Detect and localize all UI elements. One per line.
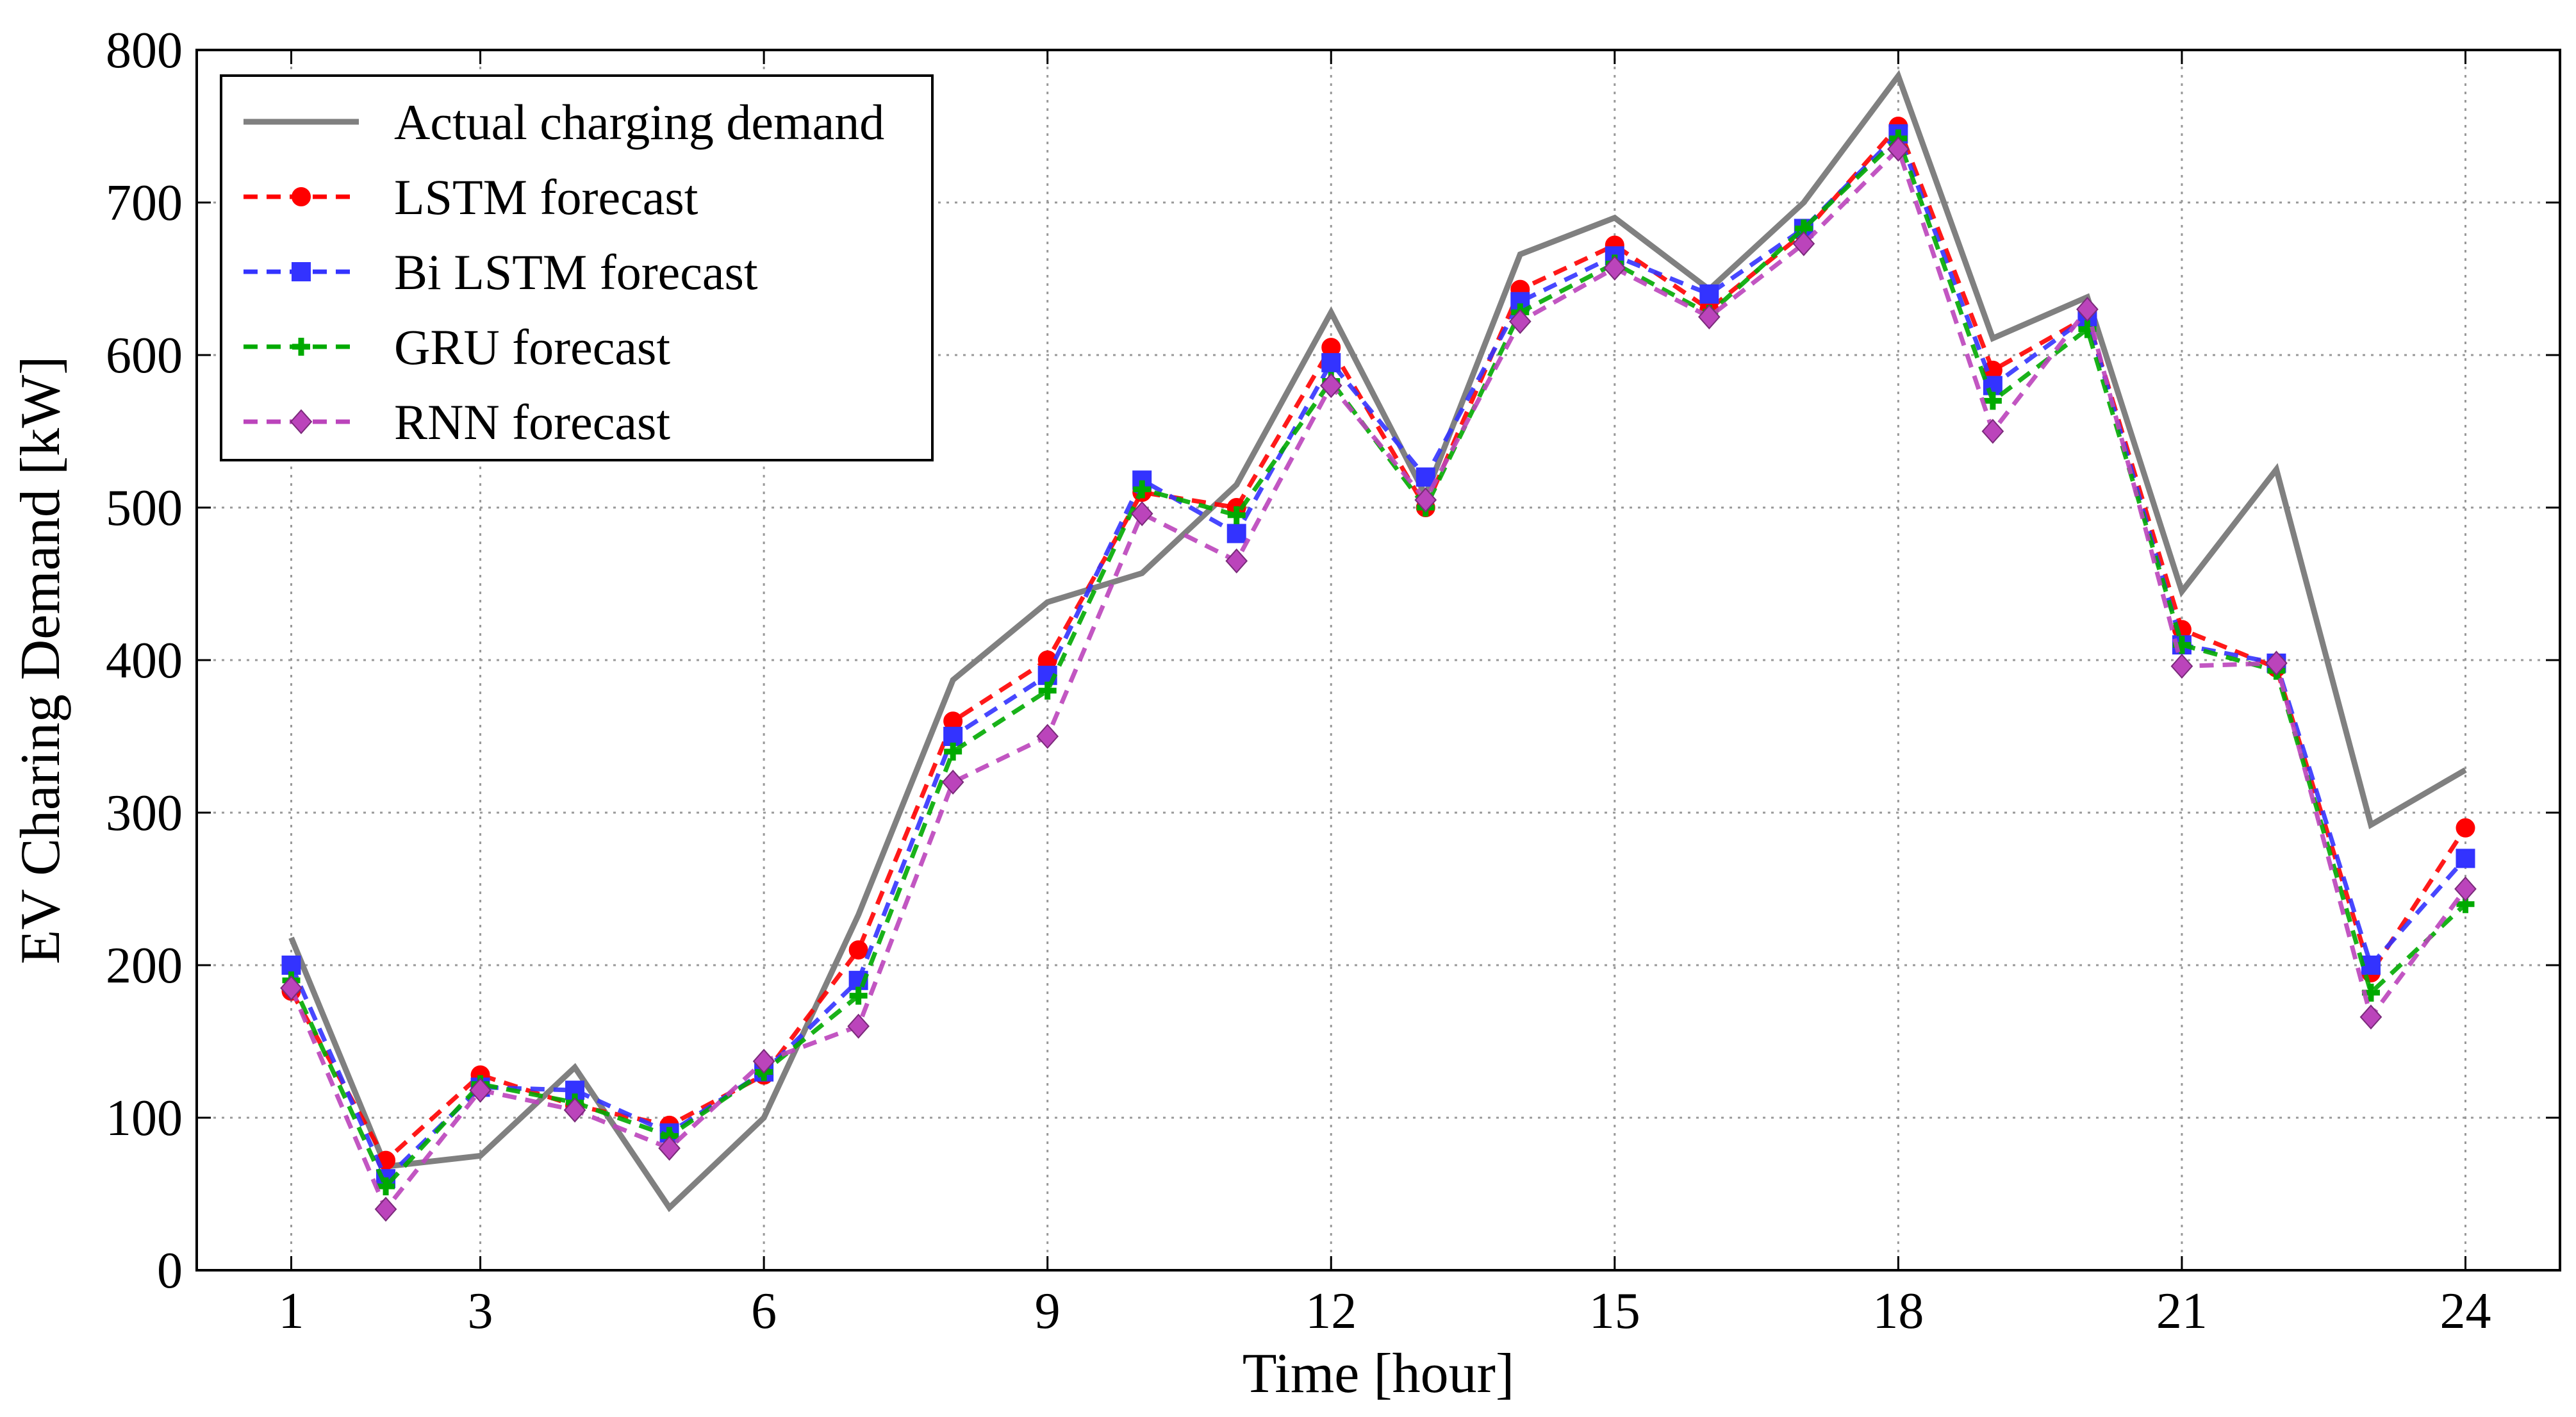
data-point — [1981, 418, 2004, 444]
y-tick-label: 200 — [106, 938, 183, 994]
data-point — [1227, 506, 1246, 524]
data-point — [1414, 487, 1437, 513]
series-line — [289, 129, 2468, 1183]
legend-item: LSTM forecast — [244, 169, 698, 225]
x-tick-label: 15 — [1589, 1283, 1640, 1339]
y-tick-label: 700 — [106, 175, 183, 231]
legend-label: RNN forecast — [394, 394, 670, 450]
data-point — [1036, 724, 1059, 749]
data-point — [377, 1177, 395, 1196]
legend-label: Actual charging demand — [394, 94, 884, 150]
series-line — [288, 70, 2467, 1213]
data-point — [658, 1136, 681, 1161]
data-point — [2170, 654, 2193, 679]
legend-label: LSTM forecast — [394, 169, 698, 225]
x-tick-label: 12 — [1305, 1283, 1357, 1339]
data-point — [280, 975, 302, 1001]
data-point — [1699, 284, 1719, 304]
data-point — [752, 1048, 775, 1074]
legend-label: Bi LSTM forecast — [394, 244, 758, 300]
data-point — [1887, 137, 1910, 162]
data-point — [1321, 352, 1341, 372]
data-point — [848, 940, 868, 960]
data-point — [1603, 255, 1626, 281]
data-point — [1697, 304, 1721, 330]
legend: Actual charging demand LSTM forecast Bi LS… — [220, 74, 934, 461]
series-line — [289, 122, 2468, 1164]
series-5 — [280, 137, 2477, 1222]
data-point — [2456, 849, 2475, 868]
axis-ticks: 1 3 6 9 12 15 18 21 24 0 100 200 300 400 500 600 700 800 — [106, 22, 2560, 1339]
data-point — [281, 956, 301, 975]
x-tick-label: 18 — [1872, 1283, 1924, 1339]
data-point — [292, 187, 311, 206]
data-point — [1983, 376, 2002, 395]
data-point — [292, 338, 310, 356]
legend-label: GRU forecast — [394, 319, 670, 375]
x-tick-label: 3 — [468, 1283, 493, 1339]
legend-item: Actual charging demand — [244, 94, 884, 150]
legend-box — [220, 74, 934, 461]
legend-item: RNN forecast — [244, 394, 670, 450]
data-point — [1319, 373, 1342, 399]
data-point — [1416, 467, 1435, 487]
x-tick-label: 21 — [2156, 1283, 2208, 1339]
data-point — [2265, 650, 2288, 676]
data-point — [941, 769, 964, 795]
x-tick-label: 24 — [2440, 1283, 2491, 1339]
data-point — [563, 1097, 586, 1123]
data-point — [1226, 524, 1246, 543]
data-point — [1983, 392, 2002, 410]
y-tick-label: 100 — [106, 1090, 183, 1147]
data-point — [2454, 876, 2477, 902]
data-point — [944, 742, 962, 761]
series-layer — [280, 70, 2477, 1222]
data-point — [290, 409, 313, 435]
x-tick-label: 1 — [279, 1283, 304, 1339]
data-point — [1133, 480, 1152, 499]
legend-item: Bi LSTM forecast — [244, 244, 758, 300]
data-point — [1792, 231, 1815, 256]
y-tick-label: 500 — [106, 480, 183, 536]
data-point — [469, 1077, 491, 1103]
data-point — [849, 986, 868, 1005]
series-1 — [288, 70, 2467, 1213]
y-tick-label: 300 — [106, 785, 183, 841]
series-line — [289, 145, 2468, 1214]
y-tick-label: 400 — [106, 633, 183, 689]
data-point — [2456, 818, 2475, 838]
data-point — [1225, 548, 1248, 574]
y-tick-label: 0 — [157, 1243, 183, 1299]
y-tick-label: 800 — [106, 22, 183, 79]
data-point — [1038, 681, 1057, 700]
x-tick-label: 9 — [1035, 1283, 1061, 1339]
data-point — [374, 1197, 397, 1222]
legend-item: GRU forecast — [244, 319, 670, 375]
x-axis-title: Time [hour] — [1243, 1343, 1515, 1405]
y-tick-label: 600 — [106, 327, 183, 384]
data-point — [1508, 309, 1532, 335]
data-point — [1130, 501, 1153, 527]
y-axis-title: EV Charing Demand [kW] — [10, 356, 72, 964]
data-point — [292, 262, 311, 281]
data-point — [2076, 297, 2099, 322]
data-point — [847, 1013, 870, 1039]
data-point — [2359, 1004, 2382, 1030]
x-tick-label: 6 — [751, 1283, 777, 1339]
